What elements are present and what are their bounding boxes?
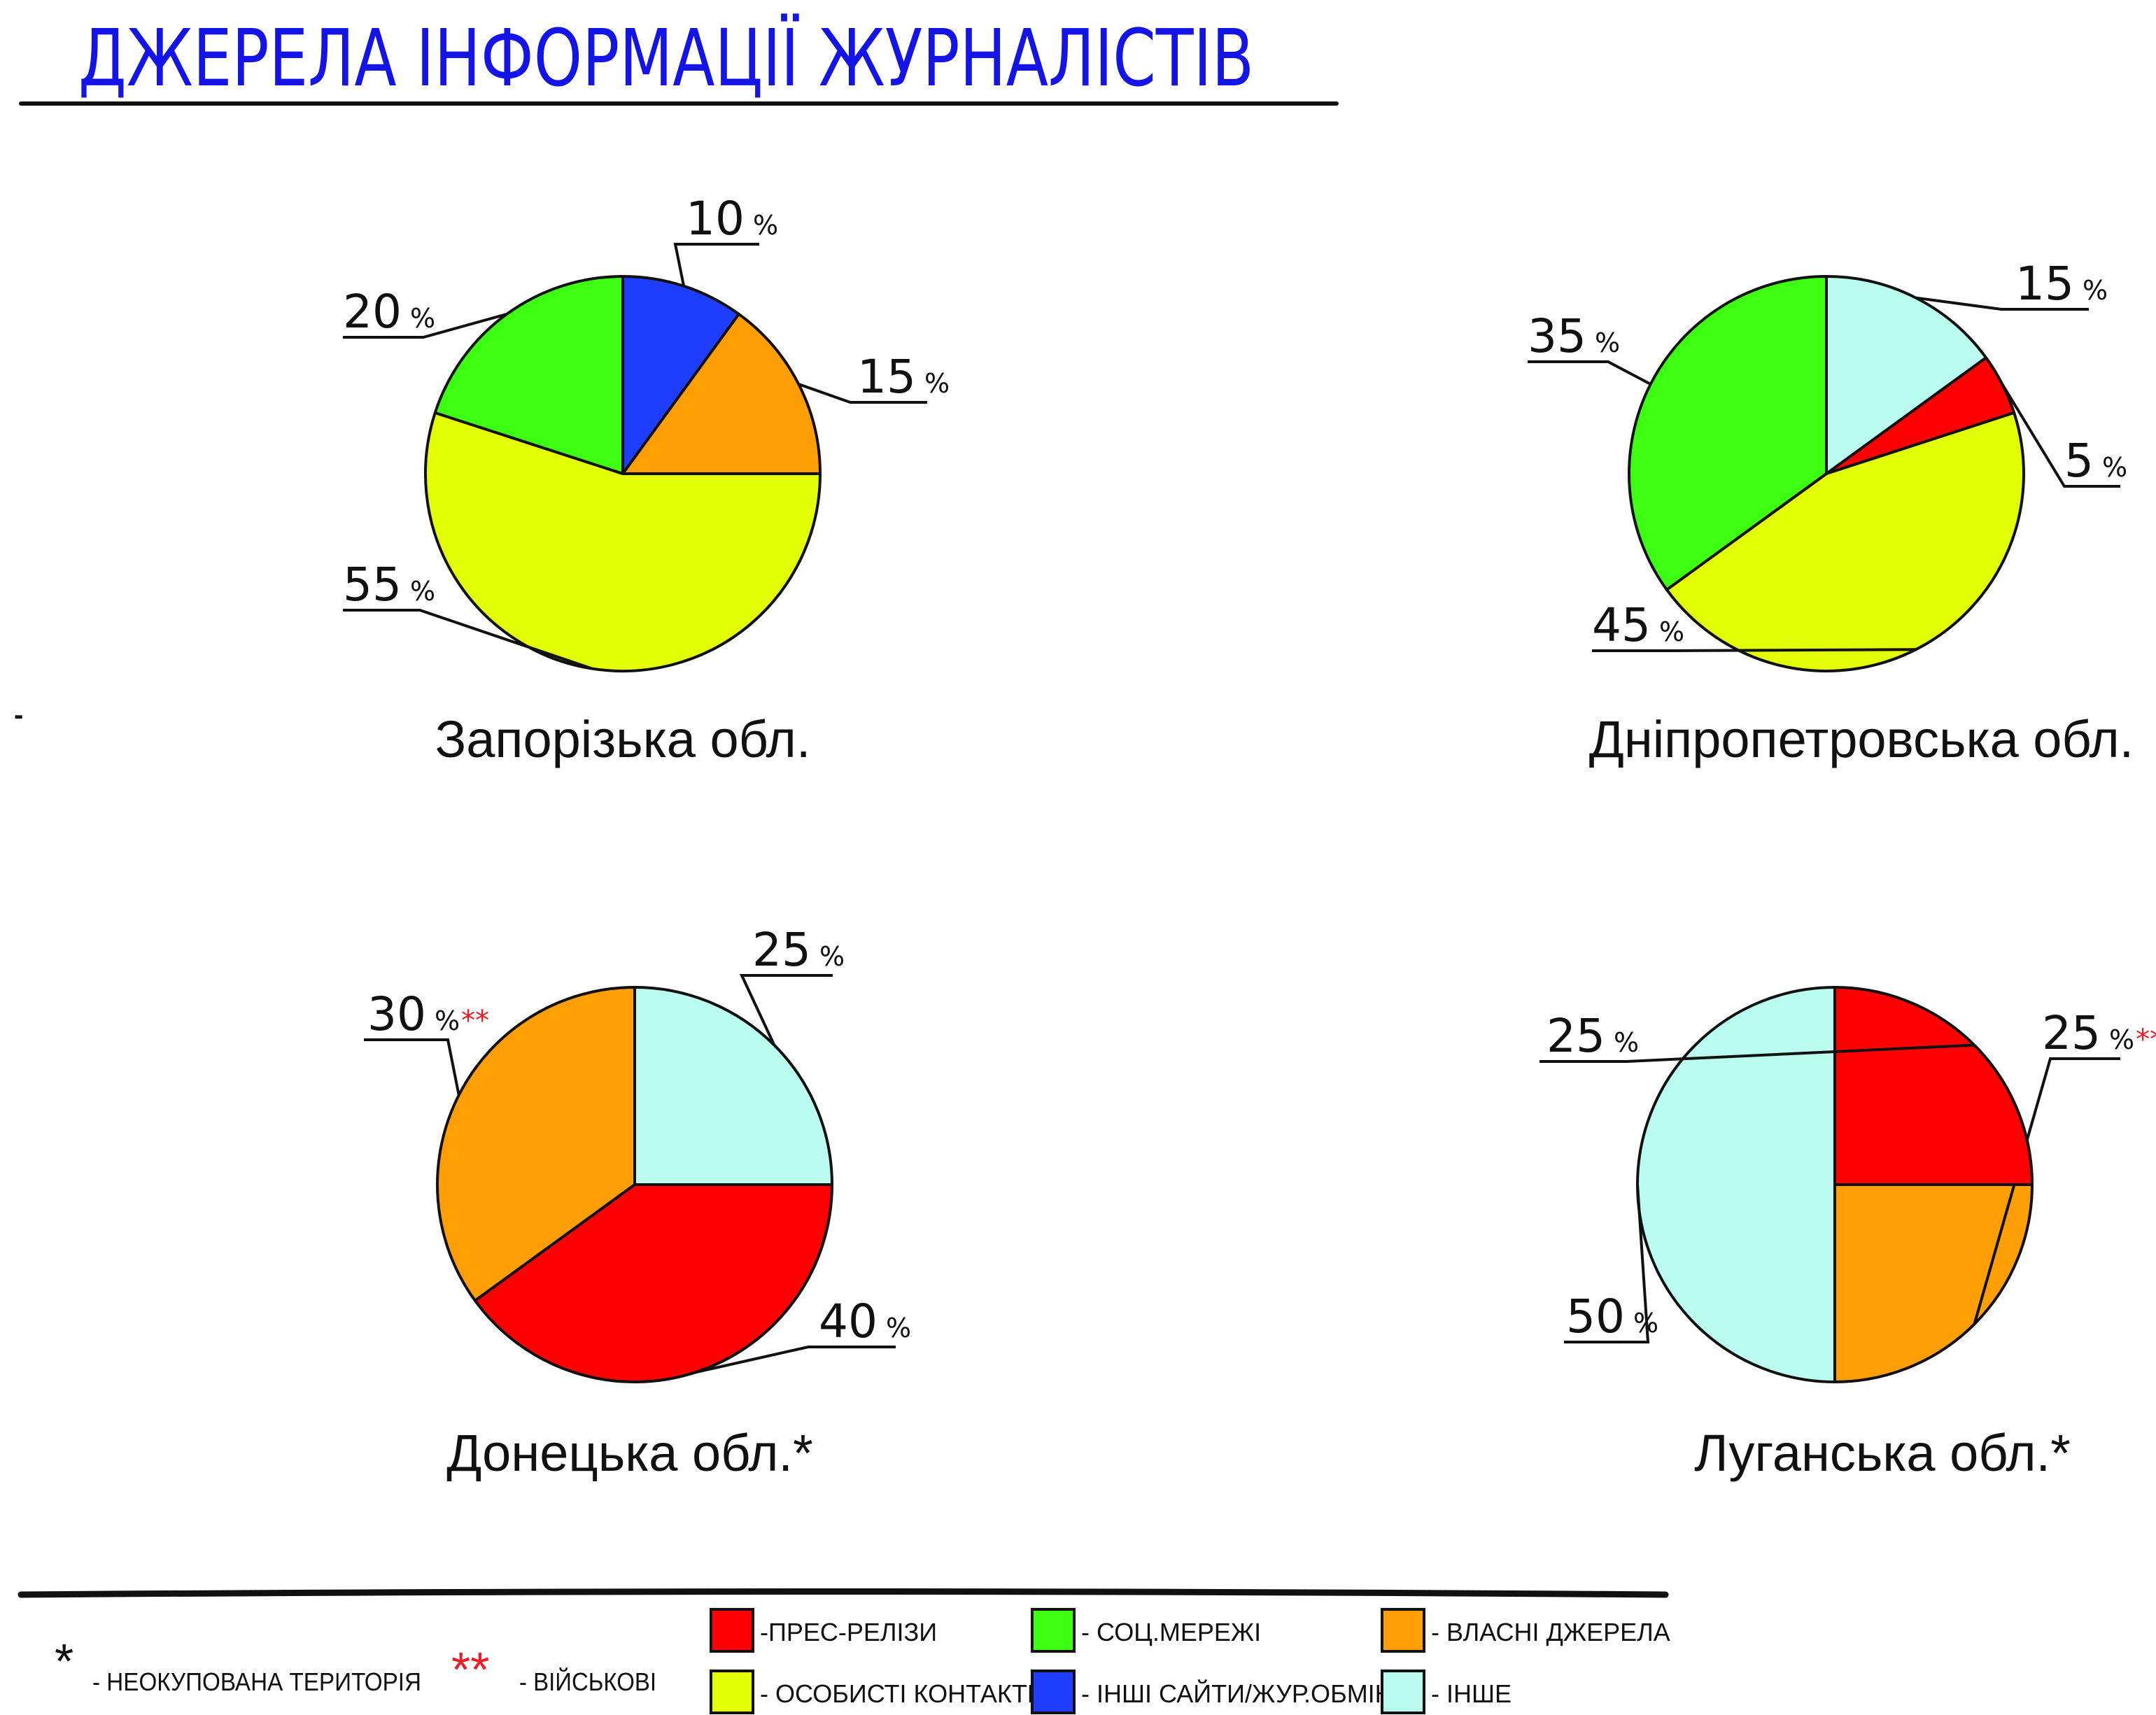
pie-slice-press-releases bbox=[1833, 986, 2034, 1186]
pie-slice-own-sources bbox=[436, 986, 636, 1302]
slice-leader-line bbox=[739, 974, 833, 1046]
pie-slice-other bbox=[633, 986, 833, 1186]
pie-slice-social-media bbox=[433, 275, 624, 475]
slice-leader-line bbox=[343, 312, 507, 339]
slice-value-number: 25 bbox=[2042, 1006, 2101, 1060]
slice-value-label: 45% bbox=[1592, 598, 1684, 652]
region-caption-zaporizhzhia: Запорізька обл. bbox=[435, 710, 811, 768]
slice-leader-line bbox=[364, 1038, 460, 1096]
pie-chart-donetsk: 25 %40 %30 %** bbox=[364, 923, 911, 1383]
slice-value-number: 10 bbox=[686, 192, 745, 246]
legend-swatch-other-sites bbox=[1031, 1670, 1076, 1714]
pie-chart-zaporizhzhia: 10 %15 %55 %20% bbox=[343, 192, 950, 673]
military-mark: ** bbox=[461, 1005, 489, 1037]
slice-value-number: 15 bbox=[2015, 257, 2074, 311]
slice-leader-line bbox=[1915, 296, 2089, 311]
slice-value-label: 5% bbox=[2064, 434, 2127, 488]
slice-leader-line bbox=[1973, 1057, 2120, 1325]
bottom-separator bbox=[17, 1588, 1669, 1598]
slice-value-number: 20 bbox=[343, 285, 402, 339]
slice-value-number: 35 bbox=[1528, 309, 1586, 363]
slice-value-label: 10% bbox=[686, 192, 778, 246]
legend-swatch-own-sources bbox=[1381, 1608, 1425, 1653]
slice-value-number: 25 bbox=[752, 923, 811, 977]
slice-value-label: 25% bbox=[752, 923, 845, 977]
legend: -ПРЕС-РЕЛІЗИ - СОЦ.МЕРЕЖІ - ВЛАСНІ ДЖЕРЕЛА… bbox=[710, 1608, 1670, 1714]
pie-chart-luhansk: 25%**50%25% bbox=[1540, 986, 2156, 1383]
footnote-single-star-text: - НЕОКУПОВАНА ТЕРИТОРІЯ bbox=[92, 1667, 421, 1696]
page-title: ДЖЕРЕЛА ІНФОРМАЦІЇ ЖУРНАЛІСТІВ bbox=[78, 13, 1254, 104]
percent-sign: % bbox=[435, 1005, 460, 1036]
military-mark: ** bbox=[2136, 1024, 2156, 1056]
pie-slice-personal-contacts bbox=[424, 411, 822, 673]
legend-label-other: - ІНШЕ bbox=[1431, 1679, 1512, 1708]
slice-value-label: 40% bbox=[819, 1294, 911, 1348]
slice-value-label: 50% bbox=[1566, 1290, 1658, 1343]
slice-value-number: 55 bbox=[343, 558, 402, 612]
percent-sign: % bbox=[2083, 275, 2108, 306]
footnote-double-star-text: - ВІЙСЬКОВІ bbox=[519, 1667, 656, 1696]
legend-label-other-sites: - ІНШІ САЙТИ/ЖУР.ОБМІН bbox=[1081, 1679, 1393, 1708]
slice-leader-line bbox=[343, 609, 593, 670]
slice-value-number: 15 bbox=[857, 350, 916, 404]
footnote-single-star: * bbox=[55, 1634, 73, 1688]
legend-swatch-personal-contacts bbox=[710, 1670, 754, 1714]
footnote-double-star: ** bbox=[451, 1642, 489, 1697]
region-caption-donetsk: Донецька обл.* bbox=[446, 1424, 813, 1482]
slice-value-label: 55% bbox=[343, 558, 435, 612]
percent-sign: % bbox=[1659, 616, 1684, 647]
pie-slice-other bbox=[1636, 986, 1836, 1383]
slice-value-number: 30 bbox=[367, 987, 426, 1041]
percent-sign: % bbox=[886, 1313, 911, 1343]
pie-slice-own-sources bbox=[1833, 1183, 2034, 1383]
pie-slice-other bbox=[1825, 275, 1988, 475]
legend-label-social-media: - СОЦ.МЕРЕЖІ bbox=[1081, 1618, 1261, 1646]
legend-swatch-social-media bbox=[1031, 1608, 1076, 1653]
slice-value-label: 25%** bbox=[2042, 1006, 2156, 1060]
percent-sign: % bbox=[753, 210, 778, 241]
legend-label-press-releases: -ПРЕС-РЕЛІЗИ bbox=[760, 1618, 937, 1646]
percent-sign: % bbox=[819, 941, 845, 972]
slice-leader-line bbox=[798, 383, 927, 404]
stray-dash: - bbox=[14, 700, 23, 731]
slice-leader-line bbox=[673, 243, 759, 287]
slice-value-number: 25 bbox=[1546, 1009, 1605, 1063]
percent-sign: % bbox=[924, 368, 950, 399]
slice-leader-line bbox=[1528, 360, 1651, 386]
slice-leader-line bbox=[2001, 383, 2120, 488]
slice-value-number: 40 bbox=[819, 1294, 878, 1348]
pie-chart-dnipropetrovsk: 15 %5 %45 %35% bbox=[1528, 257, 2127, 672]
slice-value-number: 45 bbox=[1592, 598, 1651, 652]
legend-swatch-other bbox=[1381, 1670, 1425, 1714]
slice-value-label: 15% bbox=[2015, 257, 2108, 311]
slice-value-label: 15% bbox=[857, 350, 950, 404]
slice-value-label: 30 %** bbox=[367, 987, 489, 1041]
slice-leader-line bbox=[695, 1346, 896, 1374]
slice-value-label: 20% bbox=[343, 285, 435, 339]
slice-value-number: 5 bbox=[2064, 434, 2094, 488]
slice-leader-line bbox=[1592, 648, 1917, 652]
slice-value-label: 25% bbox=[1546, 1009, 1639, 1063]
slice-value-label: 35% bbox=[1528, 309, 1620, 363]
slice-leader-line bbox=[1540, 1043, 1975, 1063]
percent-sign: % bbox=[2102, 452, 2127, 483]
region-caption-dnipropetrovsk: Дніпропетровська обл. bbox=[1589, 710, 2134, 768]
percent-sign: % bbox=[1614, 1027, 1639, 1058]
pie-slice-own-sources bbox=[621, 312, 822, 475]
percent-sign: % bbox=[2109, 1024, 2134, 1055]
percent-sign: % bbox=[1595, 327, 1620, 358]
percent-sign: % bbox=[410, 576, 435, 607]
pie-slice-social-media bbox=[1628, 275, 1828, 591]
legend-label-own-sources: - ВЛАСНІ ДЖЕРЕЛА bbox=[1431, 1618, 1670, 1646]
slice-value-number: 50 bbox=[1566, 1290, 1625, 1343]
percent-sign: % bbox=[410, 303, 435, 334]
pie-slice-other-sites bbox=[621, 275, 740, 475]
percent-sign: % bbox=[1633, 1308, 1658, 1339]
region-caption-luhansk: Луганська обл.* bbox=[1694, 1424, 2071, 1482]
slice-leader-line bbox=[1564, 1184, 1650, 1343]
legend-label-personal-contacts: - ОСОБИСТІ КОНТАКТИ bbox=[760, 1679, 1045, 1708]
legend-swatch-press-releases bbox=[710, 1608, 754, 1653]
